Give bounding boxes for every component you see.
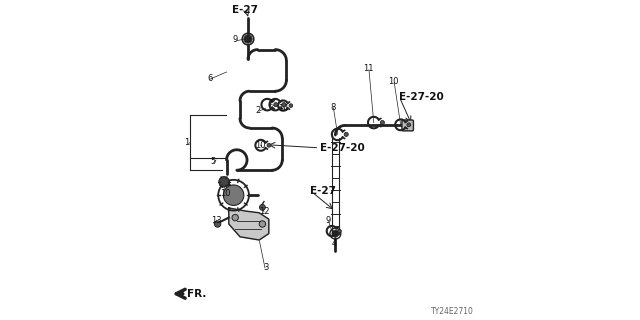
Circle shape	[267, 143, 271, 147]
Circle shape	[274, 103, 278, 107]
Text: E-27-20: E-27-20	[399, 92, 444, 102]
Circle shape	[244, 35, 252, 43]
Text: E-27: E-27	[310, 186, 336, 196]
Circle shape	[338, 229, 341, 233]
Text: 9: 9	[325, 216, 331, 225]
Circle shape	[259, 221, 266, 227]
FancyBboxPatch shape	[402, 120, 413, 131]
Circle shape	[282, 103, 286, 107]
Text: E-27-20: E-27-20	[320, 143, 365, 153]
Text: 3: 3	[263, 263, 268, 272]
Circle shape	[380, 121, 385, 124]
Text: 2: 2	[255, 106, 260, 115]
Circle shape	[219, 177, 229, 187]
Text: 6: 6	[207, 74, 212, 83]
Text: 10: 10	[255, 141, 266, 150]
Text: 10: 10	[220, 189, 231, 198]
Text: 4: 4	[332, 239, 337, 248]
Circle shape	[214, 221, 221, 227]
Text: 8: 8	[330, 103, 335, 112]
Text: 7: 7	[268, 100, 273, 108]
Text: 1: 1	[184, 138, 190, 147]
Polygon shape	[229, 208, 269, 240]
Circle shape	[344, 132, 348, 136]
Text: 5: 5	[210, 157, 216, 166]
Text: 12: 12	[259, 207, 269, 216]
Text: E-27: E-27	[232, 5, 259, 15]
Text: 9: 9	[232, 36, 238, 44]
Circle shape	[260, 204, 265, 210]
Circle shape	[232, 214, 238, 221]
Text: 13: 13	[211, 216, 221, 225]
Circle shape	[407, 123, 411, 127]
Circle shape	[332, 230, 339, 237]
Text: FR.: FR.	[187, 289, 207, 299]
Text: 14: 14	[278, 104, 289, 113]
Text: 11: 11	[363, 64, 373, 73]
Text: 10: 10	[388, 77, 399, 86]
Circle shape	[289, 104, 292, 108]
Circle shape	[223, 185, 244, 205]
Text: TY24E2710: TY24E2710	[431, 308, 474, 316]
